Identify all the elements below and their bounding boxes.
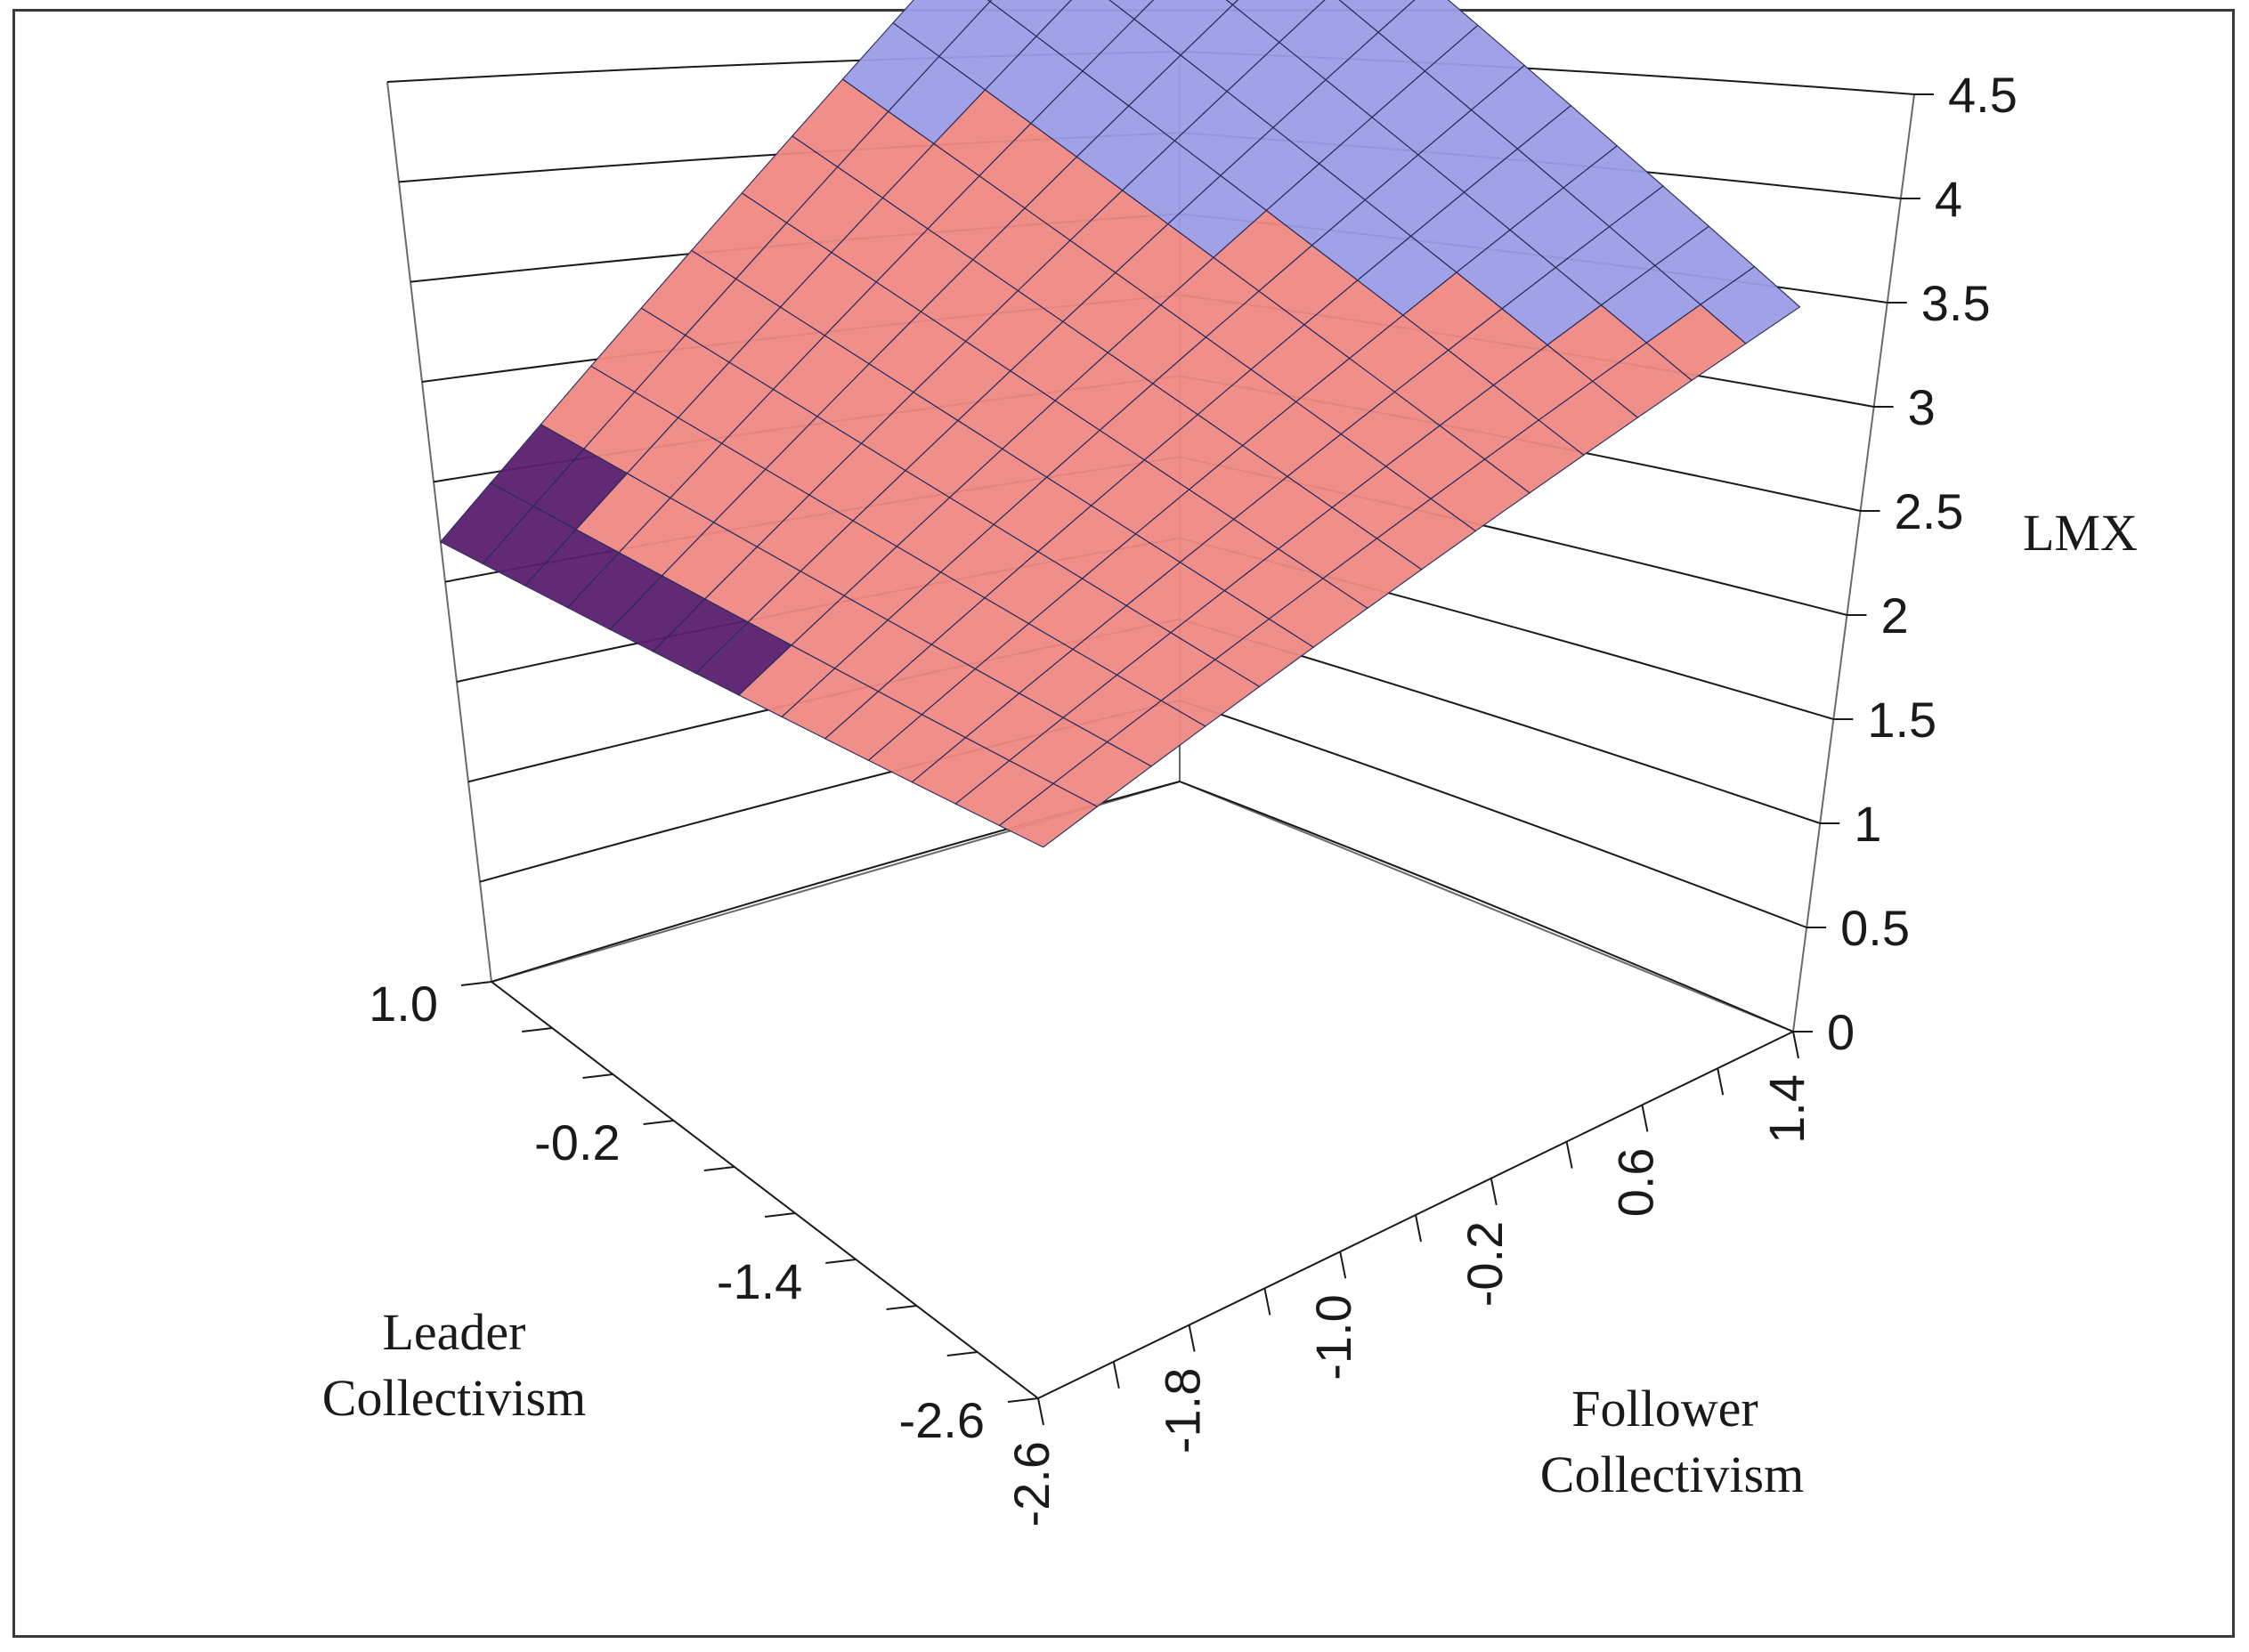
follower-minor-tick-1 xyxy=(1112,1361,1120,1389)
z-tick-label-2: 1 xyxy=(1854,796,1881,852)
leader-axis-title-line2: Collectivism xyxy=(322,1369,586,1427)
follower-minor-tick-5 xyxy=(1415,1214,1422,1243)
surface-cell xyxy=(1108,0,1155,20)
floor-back-right-edge xyxy=(1179,781,1794,1032)
z-tick-label-5: 2.5 xyxy=(1895,483,1964,539)
surface-cell xyxy=(1231,0,1326,44)
leader-tick-label-0: 1.0 xyxy=(369,976,438,1032)
follower-minor-tick-7 xyxy=(1565,1141,1573,1169)
z-tick-label-6: 3 xyxy=(1908,379,1936,435)
lmx-surface xyxy=(439,0,1801,848)
left-vertical-edge xyxy=(386,81,492,983)
follower-tick-label-0: -2.6 xyxy=(1003,1441,1060,1527)
follower-tick-label-2: -1.0 xyxy=(1305,1294,1361,1381)
floor-axes xyxy=(491,981,1794,1399)
leader-minor-tick-1 xyxy=(522,1027,553,1032)
z-tick-label-7: 3.5 xyxy=(1921,275,1991,331)
leader-axis-title-line1: Leader xyxy=(383,1303,526,1361)
follower-minor-tick-3 xyxy=(1263,1288,1271,1316)
follower-axis-title-line1: Follower xyxy=(1571,1380,1758,1437)
leader-tick-label-2: -1.4 xyxy=(717,1253,803,1309)
leader-minor-tick-2 xyxy=(582,1073,613,1079)
z-tick-label-8: 4 xyxy=(1935,171,1962,227)
follower-minor-tick-8 xyxy=(1641,1105,1649,1132)
z-tick-label-1: 0.5 xyxy=(1840,900,1910,956)
z-tick-label-0: 0 xyxy=(1827,1004,1855,1060)
leader-minor-tick-8 xyxy=(946,1351,978,1356)
follower-minor-tick-6 xyxy=(1490,1178,1498,1205)
leader-minor-tick-3 xyxy=(643,1120,674,1125)
follower-axis-title-line2: Collectivism xyxy=(1540,1446,1804,1503)
follower-minor-tick-4 xyxy=(1339,1251,1347,1279)
right-gridline-0 xyxy=(1179,781,1794,1032)
leader-axis-line xyxy=(491,981,1039,1399)
leader-minor-tick-5 xyxy=(764,1212,796,1218)
leader-minor-tick-0 xyxy=(460,981,492,986)
leader-tick-label-3: -2.6 xyxy=(899,1392,986,1448)
follower-minor-tick-2 xyxy=(1188,1324,1196,1352)
axis-ticks xyxy=(460,93,1934,1426)
right-gridline-1 xyxy=(1179,699,1807,928)
follower-minor-tick-9 xyxy=(1717,1068,1725,1096)
tick-labels: 0 0.5 1 1.5 2 2.5 3 3.5 4 4.5 1.0 -0.2 -1.4 -2.6 -2.6 -… xyxy=(369,67,2018,1527)
follower-minor-tick-10 xyxy=(1792,1031,1799,1059)
z-tick-label-4: 2 xyxy=(1880,587,1908,644)
z-axis-title: LMX xyxy=(2023,504,2138,562)
leader-minor-tick-6 xyxy=(825,1259,857,1264)
leader-minor-tick-4 xyxy=(703,1166,735,1171)
leader-minor-tick-9 xyxy=(1007,1397,1039,1403)
surface-cell xyxy=(986,0,993,3)
z-tick-label-9: 4.5 xyxy=(1948,67,2018,123)
leader-tick-label-1: -0.2 xyxy=(534,1114,621,1170)
right-vertical-edge xyxy=(1792,93,1915,1032)
follower-tick-label-5: 1.4 xyxy=(1758,1074,1815,1144)
surface-cell xyxy=(1338,0,1416,34)
follower-minor-tick-0 xyxy=(1037,1397,1044,1426)
surface-cell xyxy=(989,0,1072,37)
surface-cell xyxy=(1225,0,1238,6)
leader-minor-tick-7 xyxy=(886,1305,917,1310)
z-tick-label-3: 1.5 xyxy=(1867,692,1936,748)
follower-tick-label-4: 0.6 xyxy=(1607,1147,1663,1217)
follower-tick-label-3: -0.2 xyxy=(1457,1221,1513,1308)
follower-tick-label-1: -1.8 xyxy=(1155,1368,1211,1454)
